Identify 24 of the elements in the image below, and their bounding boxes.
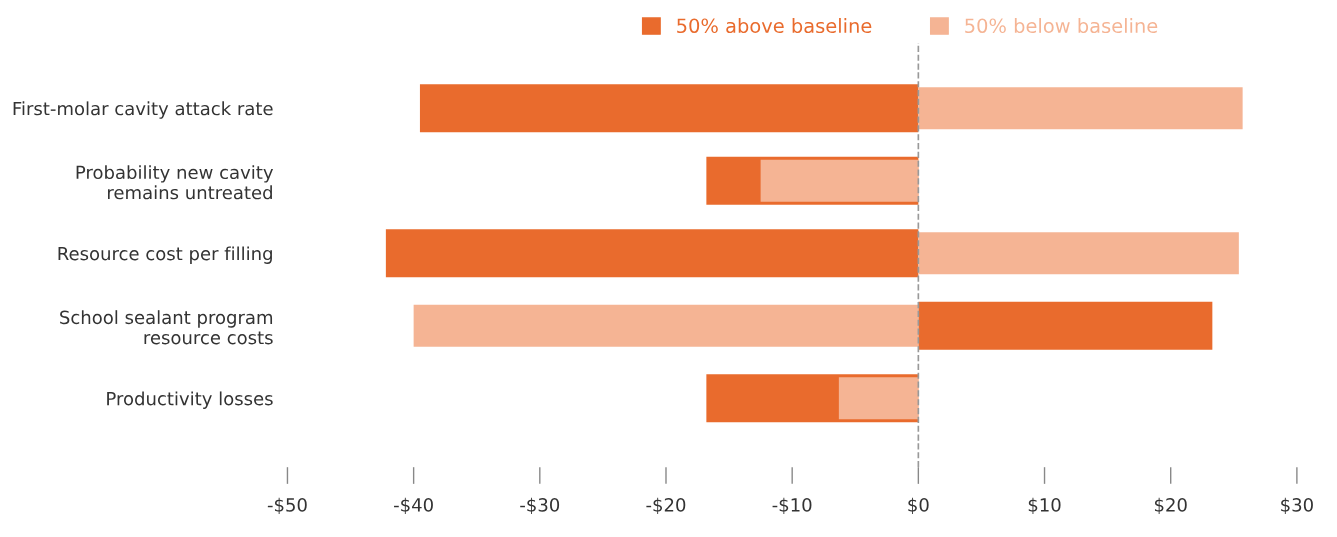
bar — [760, 159, 919, 202]
y-tick-label: Probability new cavity remains untreated — [76, 165, 274, 200]
bar — [918, 232, 1239, 275]
x-tick-label: $20 — [1154, 497, 1187, 515]
bar — [838, 377, 919, 420]
bar — [385, 229, 919, 278]
x-tick-label: -$50 — [267, 497, 307, 515]
bar — [419, 84, 919, 133]
x-tick-label: $0 — [908, 497, 929, 515]
x-tick-label: $30 — [1281, 497, 1313, 515]
legend-label: 50% below baseline — [965, 18, 1158, 34]
legend-label: 50% above baseline — [677, 18, 872, 34]
x-tick-label: -$10 — [772, 497, 812, 515]
bar — [918, 87, 1243, 130]
y-tick-label: First-molar cavity attack rate — [13, 101, 273, 119]
x-tick-label: -$40 — [394, 497, 433, 515]
x-tick-label: $10 — [1028, 497, 1061, 515]
bar — [413, 304, 919, 347]
y-tick-label: Resource cost per filling — [58, 246, 272, 264]
x-tick-label: -$30 — [520, 497, 560, 515]
bar — [918, 301, 1213, 350]
x-tick-label: -$20 — [646, 497, 686, 515]
y-tick-label: Productivity losses — [107, 391, 273, 409]
y-tick-label: School sealant program resource costs — [60, 310, 273, 345]
